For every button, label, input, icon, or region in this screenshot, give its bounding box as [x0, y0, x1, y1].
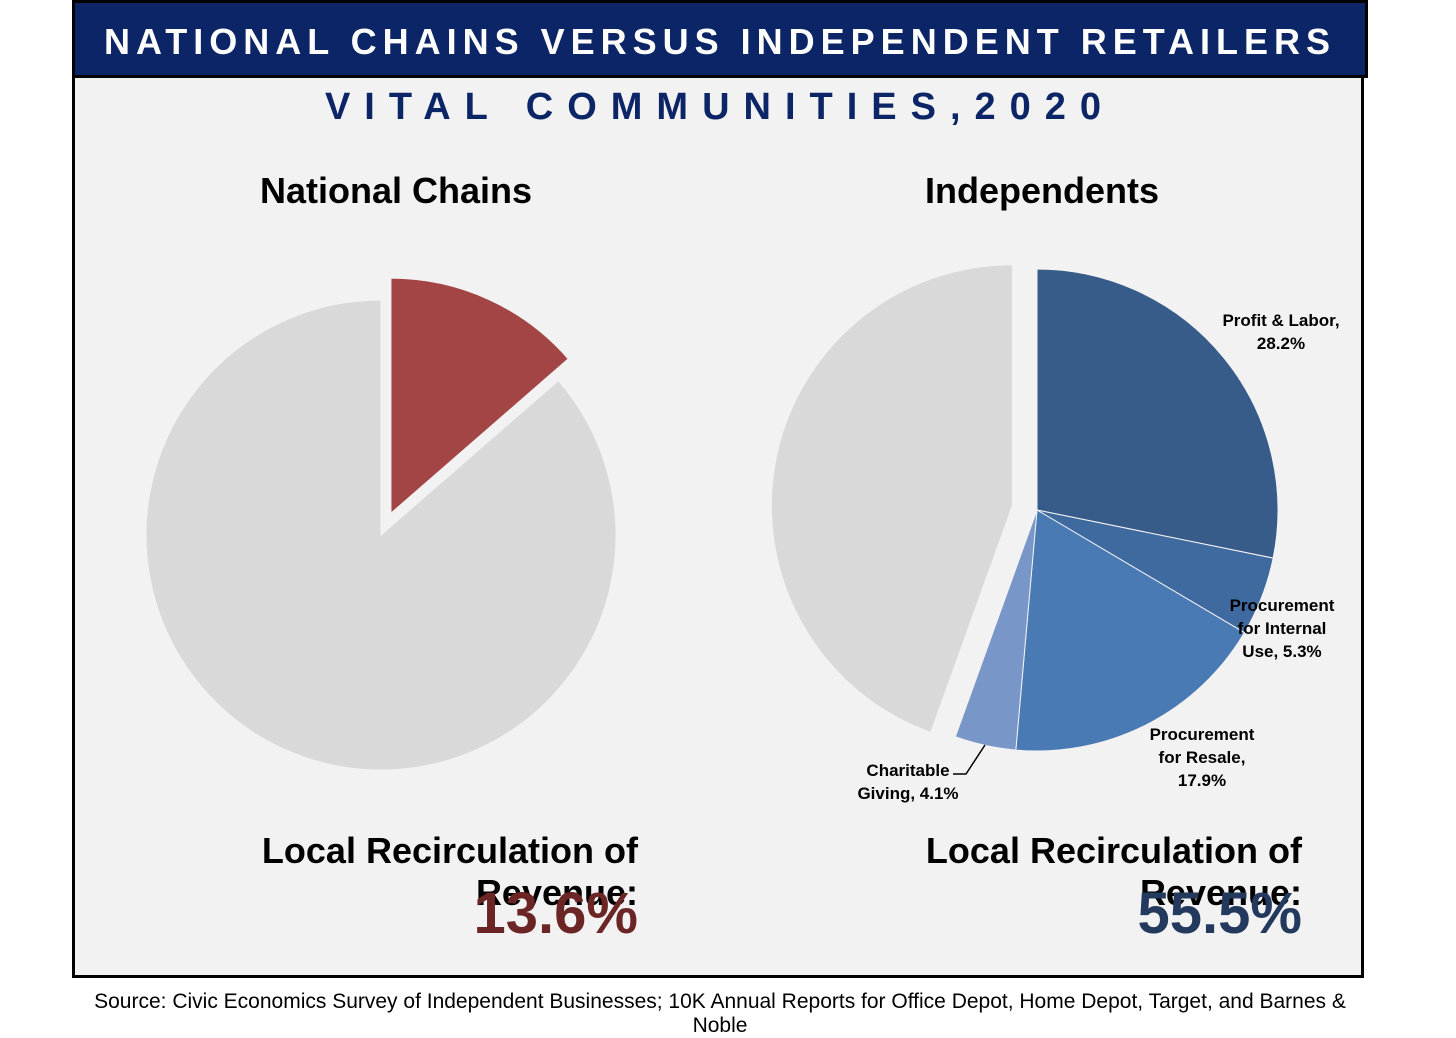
- slice-profit-labor: [1036, 268, 1279, 559]
- indep-recirc-value: 55.5%: [1137, 881, 1302, 946]
- charitable-leader-line: [953, 744, 986, 775]
- source-note: Source: Civic Economics Survey of Indepe…: [94, 990, 1346, 1037]
- independents-chart-title: Independents: [924, 170, 1160, 211]
- subtitle: VITAL COMMUNITIES,2020: [324, 86, 1116, 128]
- chains-recirc-label: Local Recirculation of Revenue:: [261, 830, 638, 913]
- chains-recirc-value: 13.6%: [473, 881, 638, 946]
- title-banner: NATIONAL CHAINS VERSUS INDEPENDENT RETAI…: [72, 0, 1368, 78]
- slice-label-profit-labor: Profit & Labor, 28.2%: [1222, 311, 1340, 353]
- indep-recirc-label: Local Recirculation of Revenue:: [925, 830, 1302, 913]
- slice-label-resale: Procurement for Resale, 17.9%: [1149, 725, 1255, 790]
- slice-label-charitable: Charitable Giving, 4.1%: [857, 761, 959, 803]
- indep-slice-remainder: [770, 264, 1013, 734]
- banner-title: NATIONAL CHAINS VERSUS INDEPENDENT RETAI…: [103, 21, 1337, 62]
- chains-slice-remainder: [145, 299, 617, 771]
- chains-slice-local: [390, 277, 569, 515]
- slice-label-internal-use: Procurement for Internal Use, 5.3%: [1229, 596, 1335, 661]
- slice-resale: [1015, 509, 1246, 752]
- chains-chart-title: National Chains: [259, 170, 533, 211]
